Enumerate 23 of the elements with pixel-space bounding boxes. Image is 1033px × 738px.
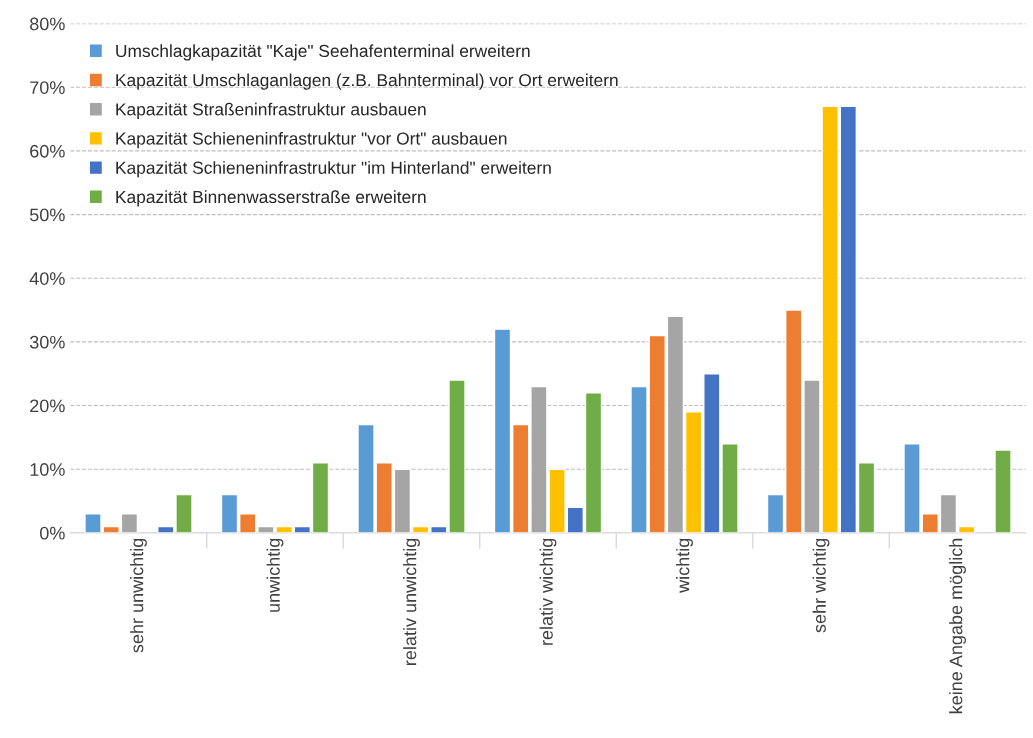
y-tick-label: 40% xyxy=(29,272,65,285)
y-tick-label: 20% xyxy=(30,399,65,413)
y-tick-label: 70% xyxy=(30,81,65,94)
legend-label: Kapazität Straßeninfrastruktur ausbauen xyxy=(116,102,426,119)
x-tick-label: keine Angabe möglich xyxy=(949,538,966,714)
legend-label: Kapazität Schieneninfrastruktur "vor Ort" ausbauen xyxy=(116,131,507,149)
x-tick-label: relativ unwichtig xyxy=(403,538,420,665)
y-tick-label: 0% xyxy=(39,526,65,540)
y-tick-label: 30% xyxy=(29,335,65,349)
x-tick-label: relativ wichtig xyxy=(539,538,557,645)
bar xyxy=(994,449,1012,533)
legend-label: Kapazität Binnenwasserstraße erweitern xyxy=(116,190,426,207)
y-tick-label: 50% xyxy=(29,208,65,222)
x-tick-label: sehr wichtig xyxy=(812,538,830,633)
x-tick-label: unwichtig xyxy=(266,538,284,612)
y-tick-label: 10% xyxy=(30,463,65,476)
y-tick-label: 60% xyxy=(30,144,65,158)
x-tick-label: wichtig xyxy=(676,538,693,593)
y-tick-label: 80% xyxy=(30,17,65,31)
legend-label: Kapazität Schieneninfrastruktur "im Hinterland" erweitern xyxy=(116,161,551,178)
x-tick-label: sehr unwichtig xyxy=(130,538,147,653)
legend-label: Umschlagkapazität "Kaje" Seehafenterminal erweitern xyxy=(116,44,530,61)
legend-label: Kapazität Umschlaganlagen (z.B. Bahnterminal) vor Ort erweitern xyxy=(116,73,618,90)
